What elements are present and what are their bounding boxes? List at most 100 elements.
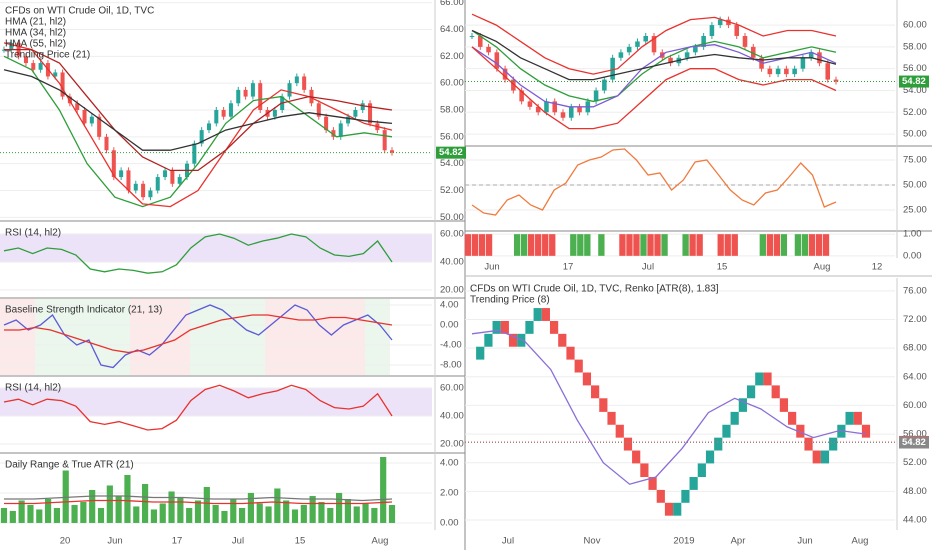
range-bar [300,504,307,523]
y-tick-label: 60.00 [903,20,927,31]
renko-brick [607,411,616,425]
x-tick-label: Jul [232,536,244,547]
panel-title: CFDs on WTI Crude Oil, 1D, TVC, Renko [A… [470,284,719,295]
signal-block [513,234,521,256]
indicator-line [3,384,393,431]
y-tick-label: 52.00 [440,185,464,196]
candle-body [228,103,233,117]
candle-body [717,19,723,26]
signal-block [759,234,766,256]
range-bar [380,456,387,523]
y-tick-label: 54.00 [903,85,927,96]
indicator-line [3,55,393,208]
indicator-line [4,499,393,505]
range-bar [212,504,219,523]
signal-block [626,234,633,256]
candle-body [825,63,831,80]
candle-body [568,106,574,118]
indicator-line [471,13,837,75]
indicator-line [3,69,393,151]
legend-entry: HMA (34, hl2) [5,28,66,39]
range-bar [159,503,166,523]
renko-brick [525,320,534,334]
indicator-line [3,233,393,274]
range-bar [36,509,43,523]
candle-body [31,63,36,70]
y-tick-label: 4.00 [440,300,459,311]
x-tick-label: Nov [584,536,601,547]
candle-body [767,68,773,75]
candle-body [272,110,277,117]
indicator-line [471,29,837,81]
price-tag-label: 54.82 [439,147,463,158]
candle-body [775,68,781,75]
candle-body [792,68,797,75]
renko-brick [714,437,723,451]
x-tick-label: 15 [295,536,306,547]
x-tick-label: 17 [172,536,183,547]
candle-body [511,79,516,91]
signal-block [478,234,486,256]
y-tick-label: 4.00 [440,458,459,469]
signal-block [731,234,738,256]
candle-body [382,130,387,151]
range-bar [150,509,157,523]
x-tick-label: 2019 [673,536,694,547]
indicator-line [471,44,837,108]
panel-title: CFDs on WTI Crude Oil, 1D, TVC [5,6,154,17]
price-tag [436,146,466,159]
candle-body [693,46,698,53]
renko-brick [566,346,575,360]
x-tick-label: Jul [642,262,654,273]
y-tick-label: 72.00 [903,314,927,325]
renko-brick [508,333,518,347]
candle-body [668,57,673,64]
signal-block [717,234,724,256]
signal-block [780,234,788,256]
signal-block [542,234,549,256]
candle-body [742,35,748,47]
candle-body [626,46,632,53]
renko-brick [779,398,789,412]
price-tag [899,436,929,449]
candle-body [89,116,94,124]
signal-block [724,234,731,256]
candle-body [684,52,690,58]
range-bar [327,507,334,523]
y-tick-label: 76.00 [903,285,927,296]
candle-body [519,90,524,102]
y-tick-label: 68.00 [903,343,927,354]
range-bar [318,501,325,523]
y-tick-label: 0.00 [440,517,459,528]
signal-block [647,234,654,256]
range-bar [265,506,272,523]
x-tick-label: Jun [797,536,812,547]
signal-block [815,234,823,256]
renko-brick [746,385,756,399]
renko-brick [722,424,731,438]
range-bar [80,501,87,523]
renko-brick [771,385,780,399]
candle-body [316,103,321,117]
range-bar [186,507,193,523]
candle-body [170,170,175,184]
range-bar [256,503,263,523]
range-bar [194,500,202,523]
signal-block [773,234,781,256]
rsi-band [0,388,432,417]
renko-brick [656,489,665,503]
x-tick-label: Aug [814,262,831,273]
y-tick-label: -8.00 [440,360,462,371]
signal-block [528,234,535,256]
indicator-line [3,304,393,369]
signal-block [535,234,542,256]
candle-body [38,63,43,70]
candle-body [111,150,116,178]
candle-body [302,76,307,90]
renko-brick [476,346,485,360]
range-bar [344,498,351,523]
signal-block [471,234,479,256]
renko-brick [549,320,559,334]
candle-body [324,116,329,131]
